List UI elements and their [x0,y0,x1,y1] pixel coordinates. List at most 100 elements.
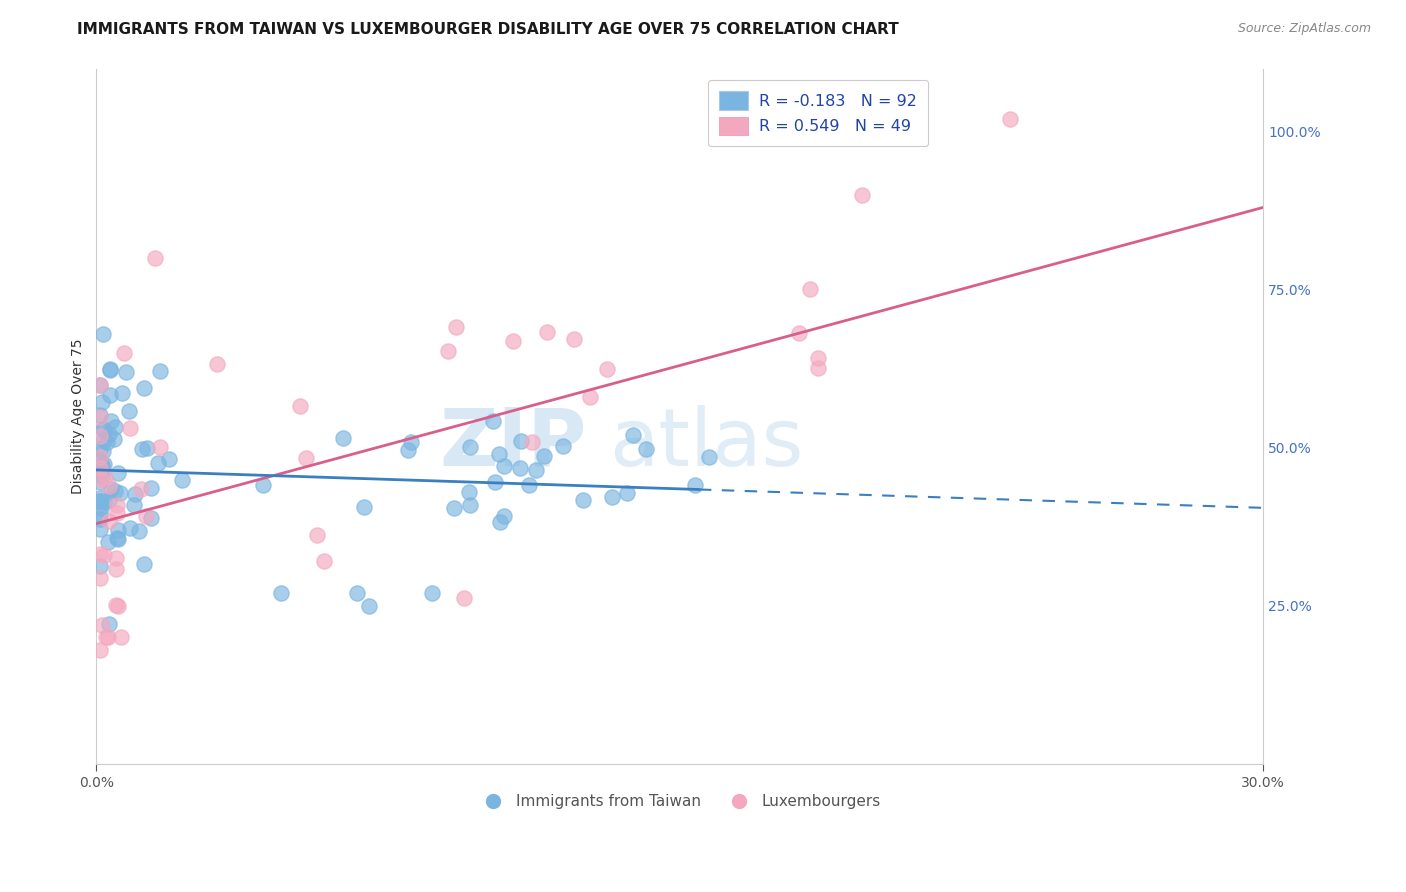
Point [107,506,129,520]
Point [484,475,506,489]
Point [120,521,142,535]
Point [89,494,111,508]
Point [89,494,111,508]
Point [536,326,558,340]
Point [789,326,811,341]
Point [551,439,574,453]
Point [295,450,318,465]
Text: IMMIGRANTS FROM TAIWAN VS LUXEMBOURGER DISABILITY AGE OVER 75 CORRELATION CHART: IMMIGRANTS FROM TAIWAN VS LUXEMBOURGER D… [77,22,898,37]
Point [104,551,127,566]
Point [103,432,125,446]
Point [131,442,153,457]
Point [135,441,157,455]
Point [141,511,163,525]
Point [104,420,127,434]
Point [353,500,375,514]
Point [139,481,162,495]
Point [97,631,120,645]
Point [533,449,555,463]
Point [621,428,644,442]
Y-axis label: Disability Age Over 75: Disability Age Over 75 [72,338,86,494]
Point [124,498,146,512]
Point [89,559,111,574]
Point [98,388,121,402]
Point [806,361,828,376]
Point [89,409,111,424]
Point [488,447,510,461]
Point [149,364,172,378]
Point [90,459,112,474]
Point [510,434,533,448]
Point [93,433,115,447]
Point [131,483,153,497]
Point [112,346,135,360]
Point [107,467,129,481]
Point [103,484,125,499]
Point [91,326,114,341]
Point [110,631,132,645]
Point [107,532,129,546]
Point [437,343,460,358]
Text: atlas: atlas [609,405,804,483]
Point [143,251,166,265]
Point [851,188,873,202]
Point [998,112,1021,127]
Point [89,377,111,392]
Point [312,554,335,568]
Point [89,511,111,525]
Point [105,562,128,576]
Point [97,617,120,632]
Point [157,452,180,467]
Point [458,499,481,513]
Point [93,457,115,471]
Point [91,468,114,483]
Point [443,501,465,516]
Point [517,478,540,492]
Point [108,486,131,500]
Point [634,442,657,457]
Point [89,491,111,506]
Point [399,434,422,449]
Point [93,423,115,437]
Point [170,473,193,487]
Point [128,524,150,538]
Point [89,408,111,422]
Point [118,404,141,418]
Point [97,426,120,441]
Point [97,535,120,549]
Point [502,334,524,348]
Point [446,320,468,334]
Point [509,461,531,475]
Point [89,643,111,657]
Point [107,599,129,613]
Point [453,591,475,605]
Point [91,617,114,632]
Point [91,462,114,476]
Point [149,440,172,454]
Point [105,598,128,612]
Point [420,586,443,600]
Point [105,532,128,546]
Point [89,450,111,464]
Point [132,557,155,571]
Point [270,586,292,600]
Point [96,435,118,450]
Point [683,477,706,491]
Point [252,478,274,492]
Point [799,282,821,296]
Text: ZIP: ZIP [439,405,586,483]
Point [146,456,169,470]
Point [111,386,134,401]
Point [396,443,419,458]
Point [807,351,830,366]
Point [132,381,155,395]
Point [89,429,111,443]
Point [107,523,129,537]
Point [572,493,595,508]
Point [97,514,120,528]
Point [96,631,118,645]
Point [124,487,146,501]
Text: Source: ZipAtlas.com: Source: ZipAtlas.com [1237,22,1371,36]
Point [288,400,311,414]
Point [89,522,111,536]
